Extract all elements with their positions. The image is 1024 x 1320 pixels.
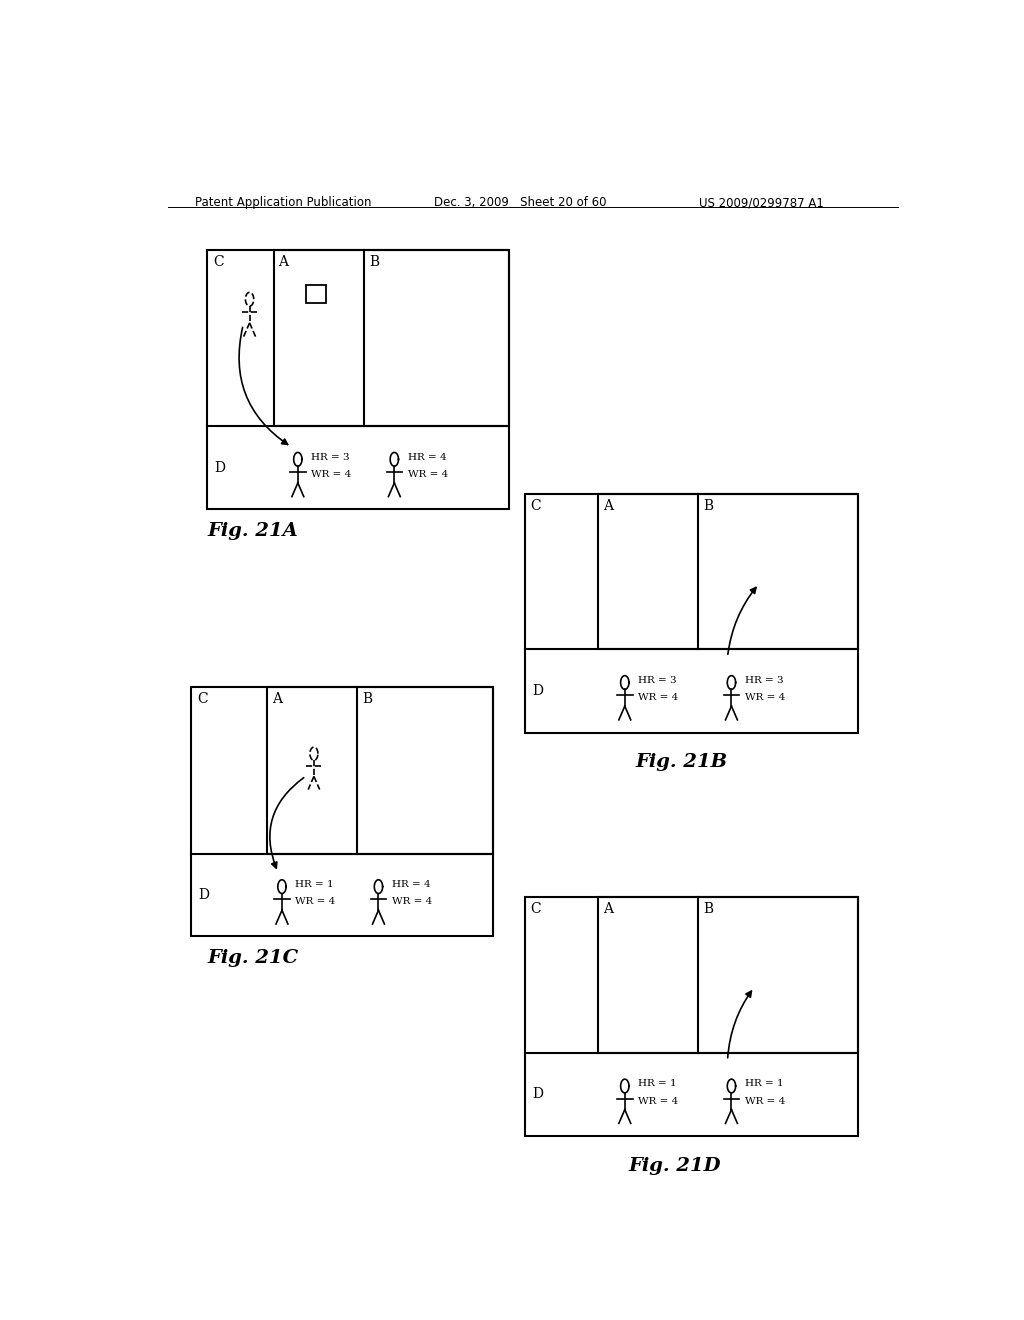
Text: A: A (603, 903, 613, 916)
Bar (306, 285, 326, 304)
Text: Dec. 3, 2009   Sheet 20 of 60: Dec. 3, 2009 Sheet 20 of 60 (433, 195, 606, 209)
Text: HR = 3: HR = 3 (311, 453, 350, 462)
Text: B: B (362, 692, 373, 706)
Text: Fig. 21B: Fig. 21B (636, 752, 728, 771)
Text: D: D (531, 684, 543, 698)
Text: Fig. 21A: Fig. 21A (207, 523, 298, 540)
Text: D: D (531, 1088, 543, 1101)
Text: A: A (271, 692, 282, 706)
Bar (598, 898, 858, 1052)
Text: WR = 4: WR = 4 (296, 898, 336, 907)
Text: B: B (702, 903, 713, 916)
Bar (598, 494, 858, 649)
Text: C: C (530, 499, 541, 513)
Text: WR = 4: WR = 4 (744, 1097, 785, 1106)
Bar (191, 686, 494, 936)
Text: A: A (603, 499, 613, 513)
Text: Patent Application Publication: Patent Application Publication (196, 195, 372, 209)
Text: Fig. 21C: Fig. 21C (207, 949, 298, 968)
Text: WR = 4: WR = 4 (311, 470, 351, 479)
Text: HR = 4: HR = 4 (408, 453, 446, 462)
Bar (524, 898, 858, 1137)
Text: C: C (530, 903, 541, 916)
Text: C: C (213, 255, 223, 269)
Text: HR = 1: HR = 1 (296, 880, 334, 890)
Bar (273, 249, 509, 426)
Bar (267, 686, 494, 854)
Text: US 2009/0299787 A1: US 2009/0299787 A1 (699, 195, 824, 209)
Text: B: B (702, 499, 713, 513)
Text: Fig. 21D: Fig. 21D (628, 1156, 721, 1175)
Text: HR = 3: HR = 3 (638, 676, 677, 685)
Text: WR = 4: WR = 4 (638, 693, 679, 702)
Text: WR = 4: WR = 4 (744, 693, 785, 702)
Text: WR = 4: WR = 4 (408, 470, 449, 479)
Text: HR = 4: HR = 4 (392, 880, 430, 890)
Text: WR = 4: WR = 4 (392, 898, 432, 907)
Text: WR = 4: WR = 4 (638, 1097, 679, 1106)
Text: C: C (197, 692, 208, 706)
Bar (524, 494, 858, 733)
Text: D: D (199, 888, 210, 902)
Bar (207, 249, 509, 510)
Text: HR = 1: HR = 1 (638, 1080, 677, 1089)
Text: A: A (279, 255, 289, 269)
Text: D: D (214, 461, 225, 475)
Text: HR = 3: HR = 3 (744, 676, 783, 685)
Text: HR = 1: HR = 1 (744, 1080, 783, 1089)
Text: B: B (369, 255, 379, 269)
